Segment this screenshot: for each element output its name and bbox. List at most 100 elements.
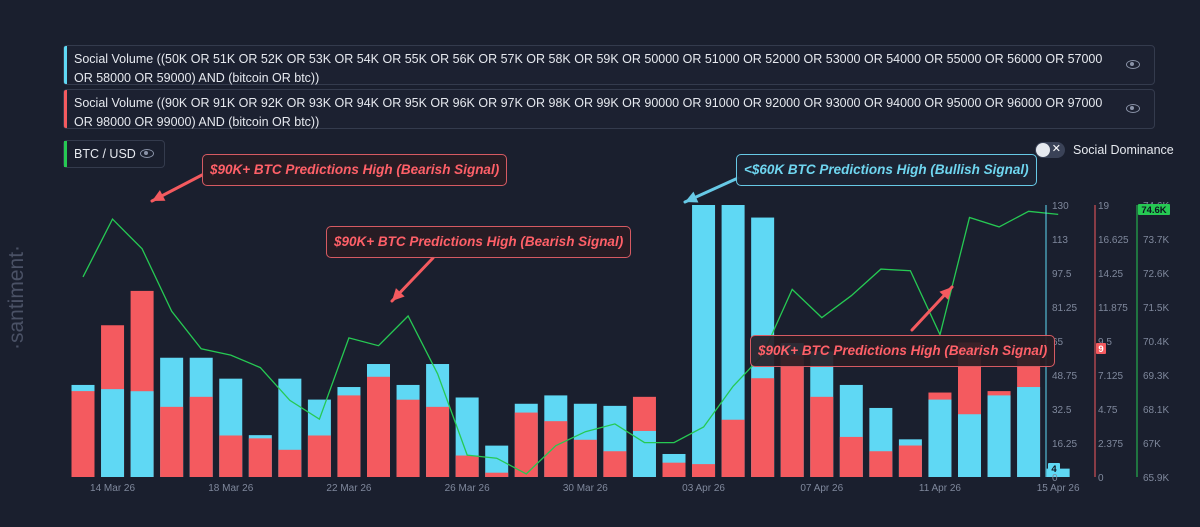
bar-90k [780,355,804,477]
right-axis-1-tick: 16.625 [1098,235,1129,246]
annotation-arrow-4-head [939,287,952,300]
bar-50k [958,414,981,477]
bar-50k [928,399,952,477]
left-axis-tick: 0 [1052,473,1058,484]
series-color-swatch [64,141,67,167]
left-axis-tick: 48.75 [1052,371,1077,382]
legend-item-btc-usd[interactable]: BTC / USD [63,140,165,168]
left-axis-tick: 32.5 [1052,405,1072,416]
bar-90k [514,412,538,477]
right-axis-2-tick: 69.3K [1143,371,1169,382]
annotation-arrow-2-head [392,288,405,301]
bar-90k [219,435,243,477]
series-color-swatch [64,46,67,84]
bar-90k [869,451,893,477]
bar-90k [485,472,509,477]
bar-90k [839,436,863,477]
legend-label-90k: Social Volume ((90K OR 91K OR 92K OR 93K… [74,96,1103,129]
right-axis-2-tick: 65.9K [1143,473,1169,484]
left-axis-tick: 81.25 [1052,303,1077,314]
legend-item-50k[interactable]: Social Volume ((50K OR 51K OR 52K OR 53K… [63,45,1155,85]
right-axis-1-tick: 9.5 [1098,337,1112,348]
bar-50k [987,395,1011,477]
annotation-bullish: <$60K BTC Predictions High (Bullish Sign… [736,154,1037,186]
annotation-arrow-1-head [152,190,166,201]
bar-90k [189,396,213,477]
annotation-bearish-1: $90K+ BTC Predictions High (Bearish Sign… [202,154,508,186]
right-axis-2-tick: 68.1K [1143,405,1169,416]
bar-90k [573,439,597,477]
right-axis-1-marker-text: 9 [1098,344,1103,355]
left-axis-tick: 16.25 [1052,439,1077,450]
legend-label-50k: Social Volume ((50K OR 51K OR 52K OR 53K… [74,52,1103,85]
left-axis-marker-bg [1048,463,1060,474]
bar-90k [810,396,834,477]
bar-90k [160,406,184,477]
annotation-arrow-3-head [685,191,699,203]
right-axis-1-tick: 7.125 [1098,371,1123,382]
bar-90k [544,421,568,477]
close-icon: ✕ [1051,143,1061,155]
right-axis-1-tick: 2.375 [1098,439,1123,450]
right-axis-2-marker-text: 74.6K [1141,205,1166,216]
left-axis-tick: 130 [1052,201,1069,212]
bar-90k [692,464,716,477]
right-axis-1-tick: 11.875 [1098,303,1128,314]
bar-50k [721,205,745,477]
annotation-arrow-3 [683,176,740,204]
bar-90k [248,438,272,477]
eye-icon[interactable] [140,149,154,158]
bar-90k [603,451,627,477]
bar-90k [751,378,775,477]
bar-90k [367,376,390,477]
btc-usd-line [82,210,1059,475]
bar-90k [307,435,331,477]
annotation-bearish-2: $90K+ BTC Predictions High (Bearish Sign… [326,226,632,258]
annotation-arrow-4 [910,285,954,332]
santiment-logo: ·santiment· [5,245,28,350]
x-axis-tick: 30 Mar 26 [563,483,608,494]
left-axis-tick: 97.5 [1052,269,1072,280]
right-axis-2-tick: 71.5K [1143,303,1169,314]
bar-50k [1017,387,1041,477]
bar-90k [396,399,420,477]
x-axis-tick: 07 Apr 26 [800,483,843,494]
x-axis-tick: 22 Mar 26 [326,483,371,494]
bar-90k [71,391,95,477]
right-axis-1-marker: 9 [1096,343,1106,355]
bar-90k [426,406,450,477]
legend-label-btc-usd: BTC / USD [74,147,136,161]
toggle-switch[interactable]: ✕ [1035,142,1065,158]
bar-90k [337,395,361,477]
legend-item-90k[interactable]: Social Volume ((90K OR 91K OR 92K OR 93K… [63,89,1155,129]
eye-icon[interactable] [1126,104,1140,113]
bar-90k [898,445,922,477]
bar-90k [721,419,745,477]
right-axis-1-tick: 14.25 [1098,269,1123,280]
series-color-swatch [64,90,67,128]
bar-50k [692,205,716,477]
right-axis-1-marker-bg [1096,343,1106,354]
bar-90k [455,455,479,477]
social-dominance-label: Social Dominance [1073,143,1174,157]
right-axis-1-tick: 0 [1098,473,1104,484]
x-axis-tick: 11 Apr 26 [919,483,962,494]
right-axis-2-marker: 74.6K [1138,204,1170,216]
annotation-arrow-2 [390,256,435,303]
bar-90k [278,449,302,477]
right-axis-1-tick: 4.75 [1098,405,1118,416]
annotation-arrow-1 [150,173,204,203]
left-axis-marker: 4 [1048,463,1060,475]
eye-icon[interactable] [1126,60,1140,69]
right-axis-2-tick: 70.4K [1143,337,1169,348]
x-axis-tick: 18 Mar 26 [208,483,253,494]
x-axis-tick: 03 Apr 26 [682,483,725,494]
left-axis-marker-text: 4 [1051,464,1057,475]
bar-50k [485,445,509,477]
right-axis-1-tick: 19 [1098,201,1110,212]
bar-50k [101,389,125,477]
left-axis-tick: 65 [1052,337,1064,348]
svg-text:·santiment·: ·santiment· [5,245,28,350]
bar-50k [130,391,154,477]
